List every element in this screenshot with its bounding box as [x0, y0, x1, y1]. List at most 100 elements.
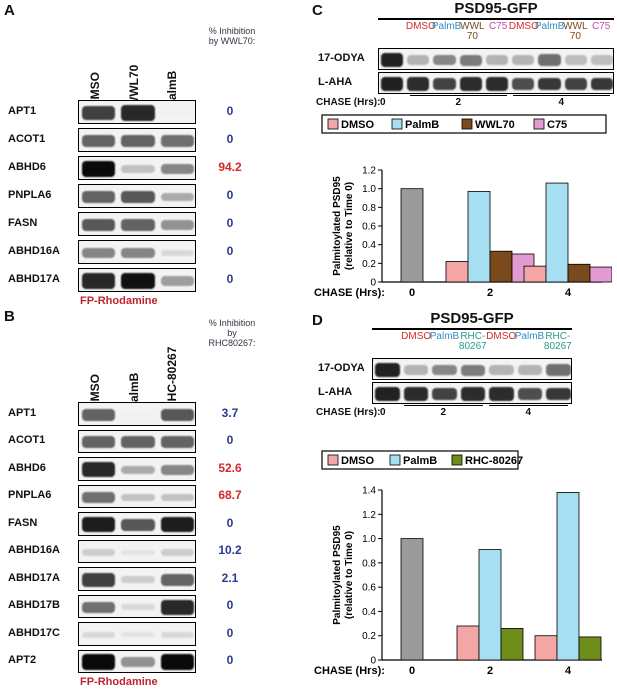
blot-strip — [78, 429, 196, 453]
protein-label: ABHD17C — [8, 626, 60, 639]
band — [459, 54, 482, 66]
band — [160, 493, 194, 501]
title-underline — [378, 18, 614, 20]
inhibition-header-line: % Inhibition — [208, 318, 256, 328]
band — [407, 77, 430, 91]
blot-strip — [78, 484, 196, 508]
inhibition-value: 0 — [226, 653, 234, 668]
band — [460, 387, 486, 401]
band — [489, 387, 514, 401]
band — [82, 218, 116, 232]
blot-strip — [78, 649, 196, 673]
lane-label: DMSO — [486, 331, 517, 342]
band — [121, 604, 155, 611]
blot-title: PSD95-GFP — [430, 310, 514, 327]
bar — [456, 625, 480, 661]
lane-label: WWL 70 — [563, 21, 588, 42]
inhibition-value: 52.6 — [218, 460, 242, 475]
lane-label: PalmB — [514, 331, 545, 342]
band — [82, 491, 116, 503]
chase-bracket — [404, 405, 483, 406]
inhibition-value: 94.2 — [218, 160, 242, 174]
bar — [400, 188, 424, 283]
band — [485, 77, 509, 91]
band — [375, 363, 400, 377]
band — [82, 631, 116, 638]
bar — [545, 182, 569, 283]
y-tick-label: 0.2 — [362, 259, 376, 270]
band — [121, 436, 155, 449]
band — [546, 364, 571, 376]
bar — [523, 265, 547, 283]
panel-b-label: B — [4, 308, 15, 325]
legend-label: DMSO — [341, 455, 374, 467]
band — [82, 462, 116, 478]
panel-a-label: A — [4, 2, 15, 19]
band — [160, 276, 194, 286]
band — [82, 160, 116, 178]
inhibition-header-line: by WWL70: — [208, 36, 256, 46]
x-tick-label: 0 — [409, 287, 415, 299]
band — [160, 408, 194, 421]
blot-title: PSD95-GFP — [454, 0, 538, 17]
bar — [489, 250, 513, 283]
x-tick-label: 2 — [487, 287, 493, 299]
protein-label: ABHD6 — [8, 461, 46, 474]
y-tick-label: 1.0 — [362, 184, 376, 195]
band — [381, 53, 404, 67]
bar — [445, 261, 469, 283]
inhibition-value: 3.7 — [221, 405, 239, 420]
blot-strip — [78, 212, 196, 236]
y-tick-label: 0 — [370, 656, 376, 667]
band — [121, 465, 155, 474]
band — [403, 365, 429, 375]
lane-label: DMSO — [508, 21, 539, 32]
bar — [400, 538, 424, 661]
band — [82, 517, 116, 533]
band — [590, 77, 613, 91]
band — [160, 631, 194, 638]
y-tick-label: 0.8 — [362, 558, 376, 569]
legend-frame — [321, 450, 519, 470]
protein-label: ABHD17A — [8, 571, 60, 584]
y-axis-label: Palmitoylated PSD95(relative to Time 0) — [332, 176, 355, 276]
band — [82, 654, 116, 671]
bar — [467, 191, 491, 283]
blot-strip — [78, 156, 196, 180]
band — [121, 412, 155, 418]
blot-strip — [78, 268, 196, 292]
lane-label: C75 — [488, 21, 508, 32]
protein-label: PNPLA6 — [8, 489, 52, 502]
legend-swatch — [461, 118, 473, 130]
bar — [578, 636, 602, 661]
legend-swatch — [327, 118, 339, 130]
blot-strip — [78, 402, 196, 426]
band — [121, 576, 155, 584]
legend-label: WWL70 — [475, 119, 515, 131]
band — [564, 77, 587, 91]
blot-strip — [78, 622, 196, 646]
band — [512, 77, 535, 91]
y-tick-label: 1.2 — [362, 510, 376, 521]
band — [460, 364, 486, 376]
y-tick-label: 1.4 — [362, 486, 376, 497]
x-axis-label: CHASE (Hrs): — [314, 287, 385, 299]
band — [160, 249, 194, 257]
chase-value: 2 — [455, 97, 462, 108]
bar — [556, 492, 580, 661]
blot-row-label: 17-ODYA — [318, 362, 365, 374]
band — [160, 517, 194, 533]
band — [160, 220, 194, 230]
chase-bracket — [489, 405, 568, 406]
inhibition-header-line: % Inhibition — [208, 26, 256, 36]
bar — [589, 266, 612, 283]
panel-d-label: D — [312, 312, 323, 329]
band — [82, 190, 116, 204]
blot-strip — [78, 240, 196, 264]
lane-label: RHC-80267 — [543, 331, 572, 352]
blot-strip — [78, 184, 196, 208]
protein-label: FASN — [8, 217, 38, 229]
inhibition-value: 0 — [226, 216, 234, 230]
y-tick-label: 0 — [370, 278, 376, 289]
band — [82, 601, 116, 613]
